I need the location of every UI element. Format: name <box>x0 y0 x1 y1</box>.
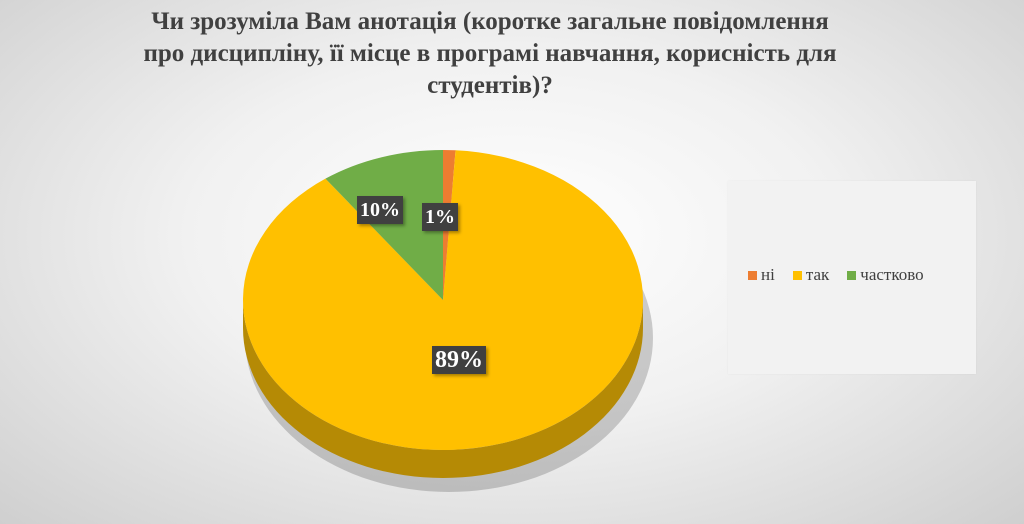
data-label-ні: 1% <box>422 203 458 231</box>
data-label-частково: 10% <box>357 196 403 224</box>
chart-title-line-3: студентів)? <box>427 72 553 99</box>
chart-title: Чи зрозуміла Вам анотація (коротке загал… <box>60 6 920 102</box>
pie-slice-частково <box>325 150 443 300</box>
legend-items: ні так частково <box>748 265 924 285</box>
pie-slice-так <box>243 150 644 450</box>
pie-side-1 <box>243 300 643 478</box>
legend-item-так: так <box>792 265 830 285</box>
legend: ні так частково <box>728 181 976 374</box>
legend-label-ні: ні <box>761 265 775 284</box>
chart-title-line-2: про дисципліну, її місце в програмі навч… <box>143 40 837 67</box>
legend-label-частково: частково <box>860 265 924 284</box>
chart-title-line-1: Чи зрозуміла Вам анотація (коротке загал… <box>151 8 829 35</box>
legend-item-ні: ні <box>748 265 775 285</box>
legend-label-так: так <box>805 265 830 284</box>
legend-swatch-так <box>792 270 802 280</box>
legend-swatch-ні <box>748 270 757 280</box>
legend-swatch-частково <box>847 270 857 280</box>
legend-item-частково: частково <box>847 265 924 285</box>
data-label-так: 89% <box>432 346 486 374</box>
